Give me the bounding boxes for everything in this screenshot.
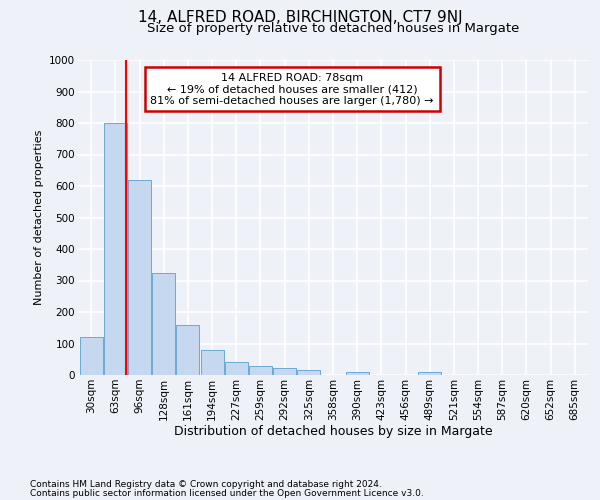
Bar: [200, 350, 224, 375]
Bar: [152, 272, 175, 375]
Bar: [128, 180, 151, 375]
Text: 14 ALFRED ROAD: 78sqm
← 19% of detached houses are smaller (412)
81% of semi-det: 14 ALFRED ROAD: 78sqm ← 19% of detached …: [151, 72, 434, 106]
Bar: [176, 324, 199, 375]
Bar: [249, 366, 272, 375]
Bar: [104, 123, 127, 375]
Bar: [346, 372, 368, 375]
Text: Contains public sector information licensed under the Open Government Licence v3: Contains public sector information licen…: [30, 488, 424, 498]
Bar: [418, 372, 441, 375]
X-axis label: Distribution of detached houses by size in Margate: Distribution of detached houses by size …: [173, 426, 493, 438]
Bar: [80, 337, 103, 375]
Text: 14, ALFRED ROAD, BIRCHINGTON, CT7 9NJ: 14, ALFRED ROAD, BIRCHINGTON, CT7 9NJ: [137, 10, 463, 25]
Y-axis label: Number of detached properties: Number of detached properties: [34, 130, 44, 305]
Bar: [225, 362, 248, 375]
Title: Size of property relative to detached houses in Margate: Size of property relative to detached ho…: [147, 22, 519, 35]
Bar: [298, 370, 320, 375]
Text: Contains HM Land Registry data © Crown copyright and database right 2024.: Contains HM Land Registry data © Crown c…: [30, 480, 382, 489]
Bar: [273, 368, 296, 375]
